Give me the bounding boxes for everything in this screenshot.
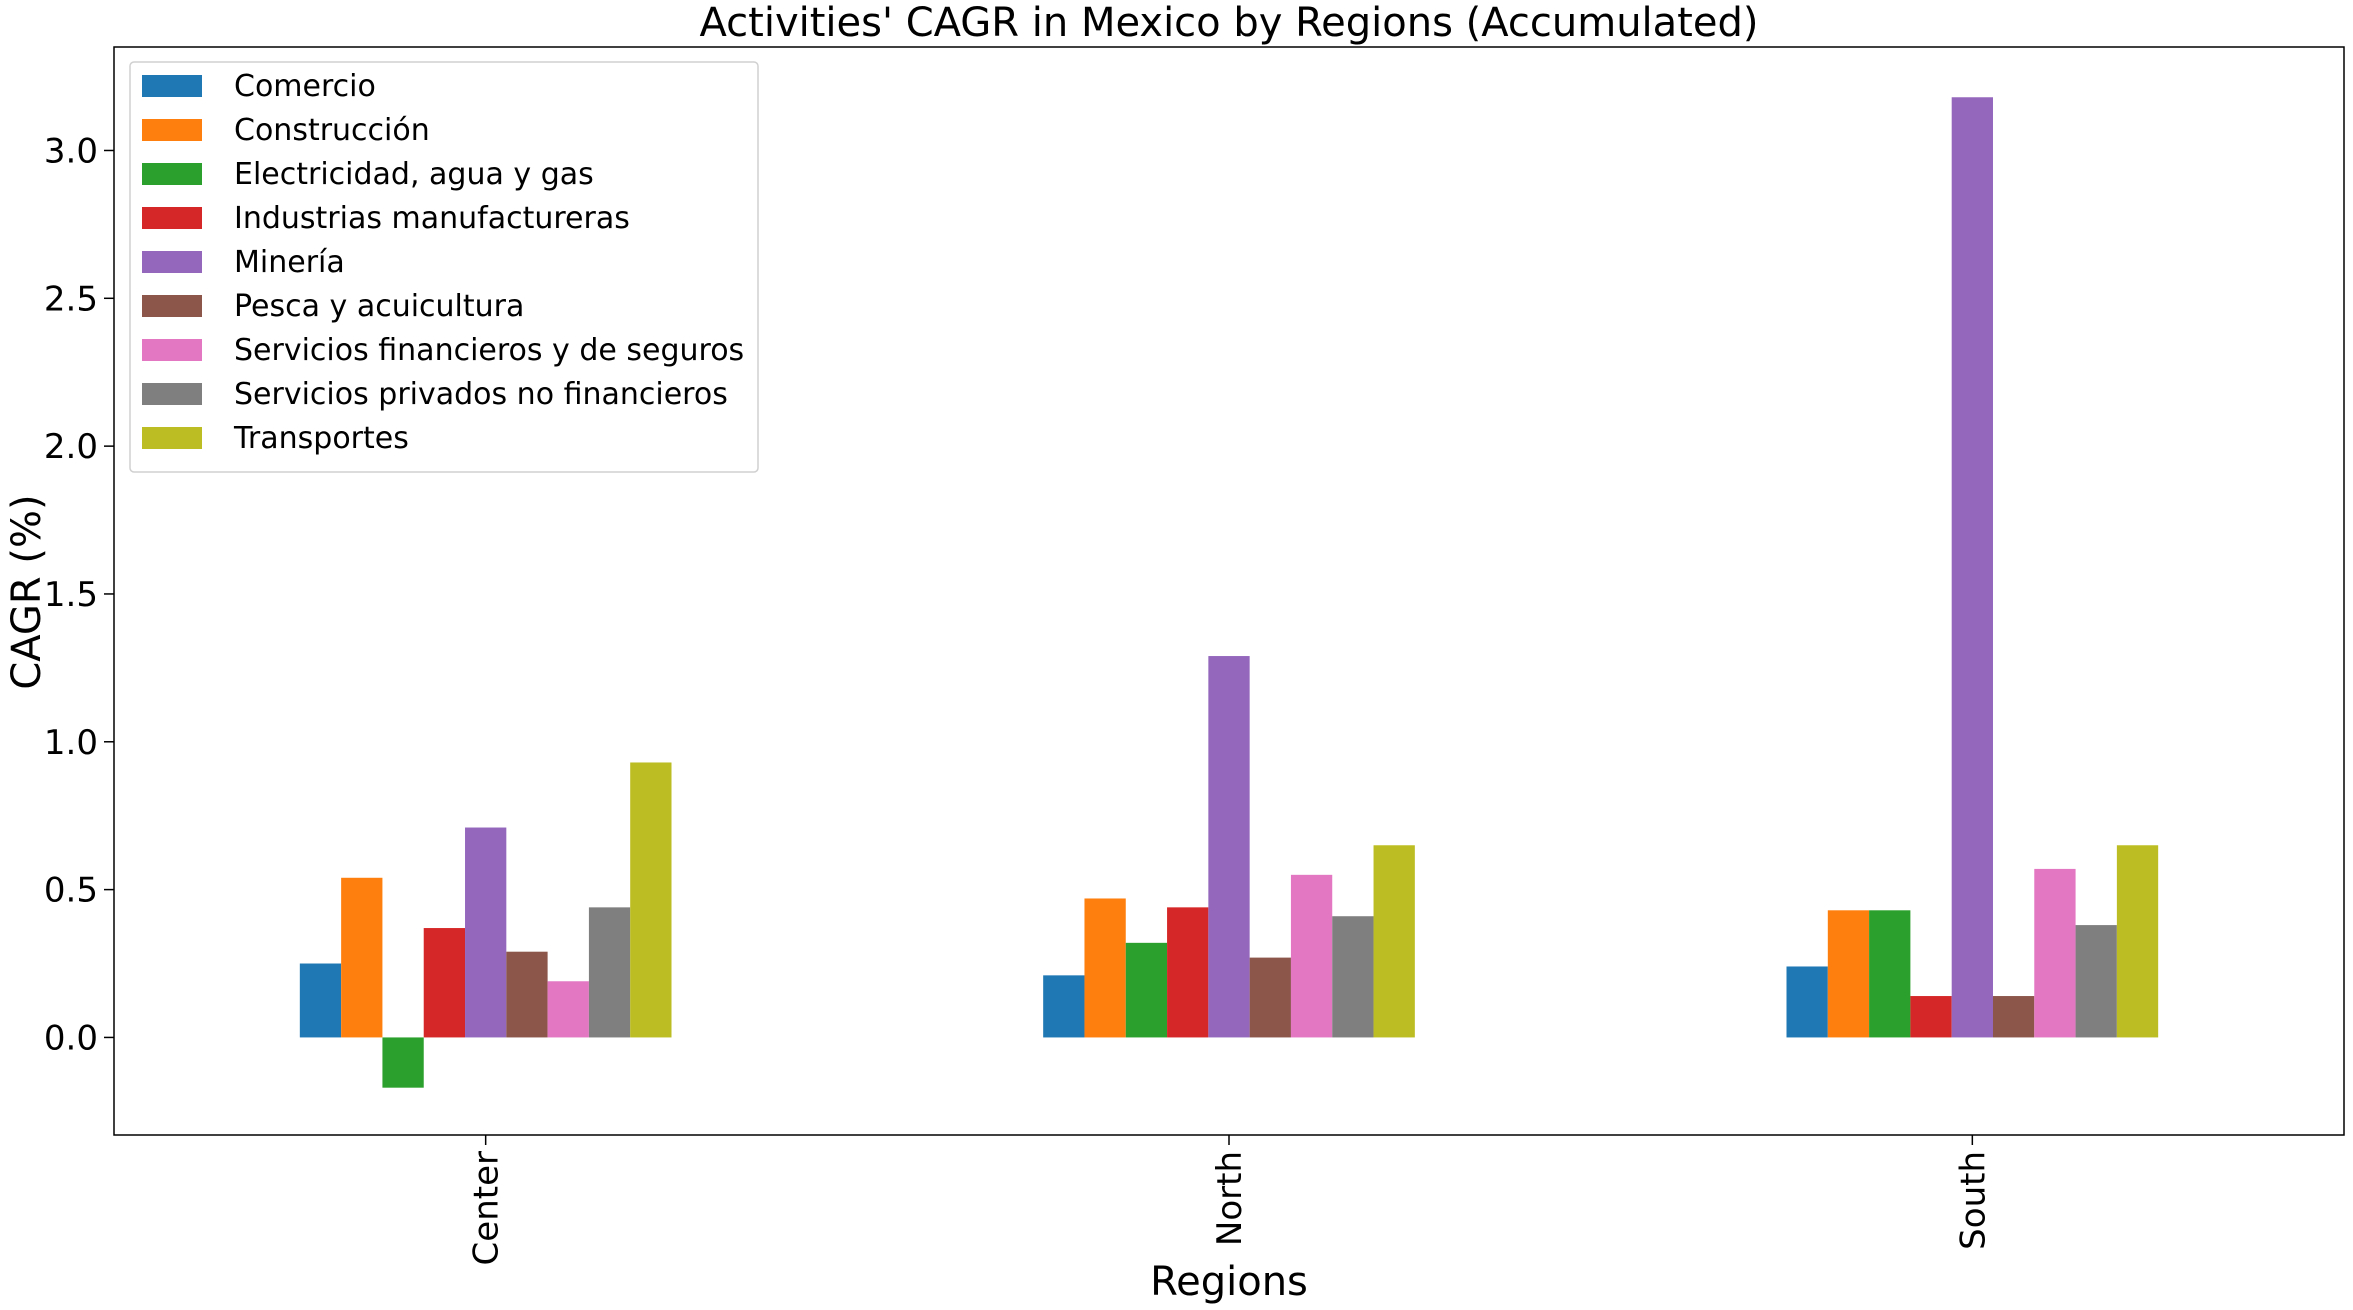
bar-south-5 [1992, 996, 2035, 1038]
bar-center-5 [506, 951, 548, 1038]
bar-south-3 [1910, 996, 1952, 1038]
bar-north-4 [1208, 656, 1250, 1038]
legend-label: Electricidad, agua y gas [234, 157, 594, 192]
bar-center-4 [465, 827, 507, 1038]
bar-north-8 [1373, 845, 1415, 1038]
legend-swatch [142, 251, 202, 273]
y-tick-label: 2.0 [44, 427, 98, 467]
legend-label: Construcción [234, 113, 430, 148]
y-tick-label: 1.5 [44, 575, 98, 615]
bar-center-0 [299, 963, 342, 1038]
y-tick-label: 2.5 [44, 279, 98, 319]
y-tick-label: 0.5 [44, 871, 98, 911]
legend-swatch [142, 163, 202, 185]
legend-swatch [142, 339, 202, 361]
bar-north-6 [1290, 874, 1333, 1038]
legend-label: Minería [234, 245, 345, 280]
bar-center-2 [382, 1037, 424, 1088]
legend-swatch [142, 427, 202, 449]
chart-title: Activities' CAGR in Mexico by Regions (A… [700, 0, 1759, 46]
y-tick-label: 1.0 [44, 723, 98, 763]
legend-swatch [142, 207, 202, 229]
bar-north-7 [1332, 916, 1374, 1038]
bar-south-0 [1786, 966, 1828, 1038]
legend-label: Transportes [233, 421, 409, 456]
bar-south-7 [2075, 925, 2117, 1038]
bar-center-8 [630, 762, 672, 1038]
legend-frame [129, 61, 759, 473]
bar-north-1 [1084, 898, 1126, 1038]
bar-north-5 [1249, 957, 1291, 1038]
y-tick-label: 0.0 [44, 1018, 98, 1058]
legend: Comercio Construcción Electricidad, agua y… [129, 61, 759, 473]
bar-south-2 [1869, 910, 1911, 1038]
legend-swatch [142, 295, 202, 317]
bar-south-6 [2034, 868, 2076, 1038]
x-tick-label-north: North [1210, 1151, 1250, 1246]
legend-swatch [142, 75, 202, 97]
bar-north-0 [1043, 975, 1085, 1038]
y-axis-label: CAGR (%) [4, 494, 50, 689]
bar-center-7 [588, 907, 631, 1038]
bar-center-6 [547, 981, 589, 1038]
bar-north-2 [1125, 942, 1168, 1038]
y-axis: 0.0 0.5 1.0 1.5 2.0 2.5 3.0 [44, 131, 114, 1058]
x-axis-label: Regions [1150, 1259, 1308, 1305]
bar-north-3 [1167, 907, 1209, 1038]
x-tick-label-south: South [1953, 1151, 1993, 1250]
y-tick-label: 3.0 [44, 131, 98, 171]
legend-label: Industrias manufactureras [234, 201, 630, 236]
bar-center-1 [341, 877, 383, 1038]
legend-swatch [142, 119, 202, 141]
bar-south-1 [1827, 910, 1870, 1038]
x-tick-label-center: Center [467, 1151, 507, 1265]
legend-label: Comercio [234, 69, 376, 104]
legend-swatch [142, 383, 202, 405]
bar-south-8 [2116, 845, 2159, 1038]
bar-south-4 [1951, 97, 1993, 1038]
bar-center-3 [423, 928, 466, 1038]
bars-layer [299, 97, 2159, 1088]
legend-label: Pesca y acuicultura [234, 289, 524, 324]
x-axis: Center North South [467, 1135, 1993, 1265]
legend-label: Servicios privados no financieros [234, 377, 728, 412]
legend-label: Servicios financieros y de seguros [234, 333, 744, 368]
